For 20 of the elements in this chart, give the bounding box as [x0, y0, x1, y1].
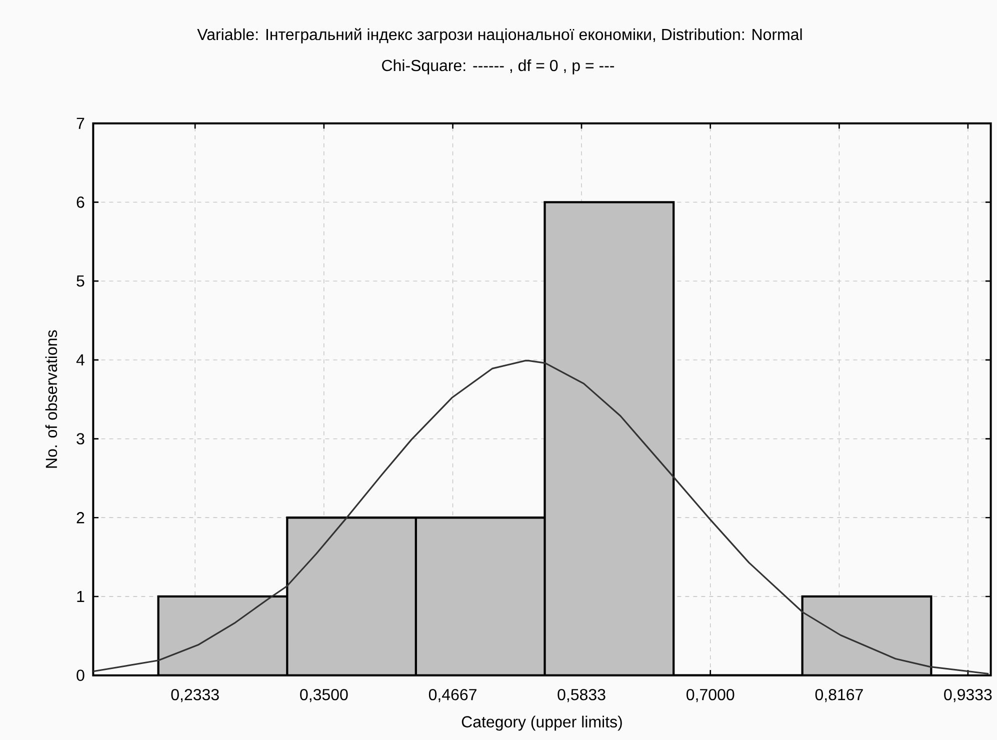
y-tick-label: 1	[77, 590, 84, 602]
y-tick-label: 6	[76, 196, 84, 208]
y-axis-title: No. of observations	[45, 330, 58, 468]
chart-subtitle: Chi-Square: ------ , df = 0 , p = ---	[382, 59, 614, 74]
y-tick-label: 4	[76, 354, 84, 366]
y-tick-label: 2	[76, 512, 84, 524]
y-tick-label: 3	[76, 433, 84, 444]
x-tick-label: 0,2333	[171, 688, 219, 702]
x-tick-label: 0,9333	[944, 688, 992, 702]
y-tick-label: 0	[76, 670, 84, 681]
x-tick-label: 0,8167	[815, 688, 863, 702]
x-tick-label: 0,5833	[558, 688, 606, 702]
chart-title: Variable: Інтегральний індекс загрози національної економіки, Distribution: Normal	[197, 28, 802, 44]
y-tick-label: 5	[76, 275, 84, 287]
y-tick-label: 7	[76, 118, 84, 129]
x-tick-label: 0,4667	[428, 688, 476, 702]
x-axis-title: Category (upper limits)	[462, 716, 622, 731]
x-tick-label: 0,7000	[686, 688, 734, 702]
x-tick-label: 0,3500	[300, 688, 348, 702]
line-series	[93, 360, 990, 675]
